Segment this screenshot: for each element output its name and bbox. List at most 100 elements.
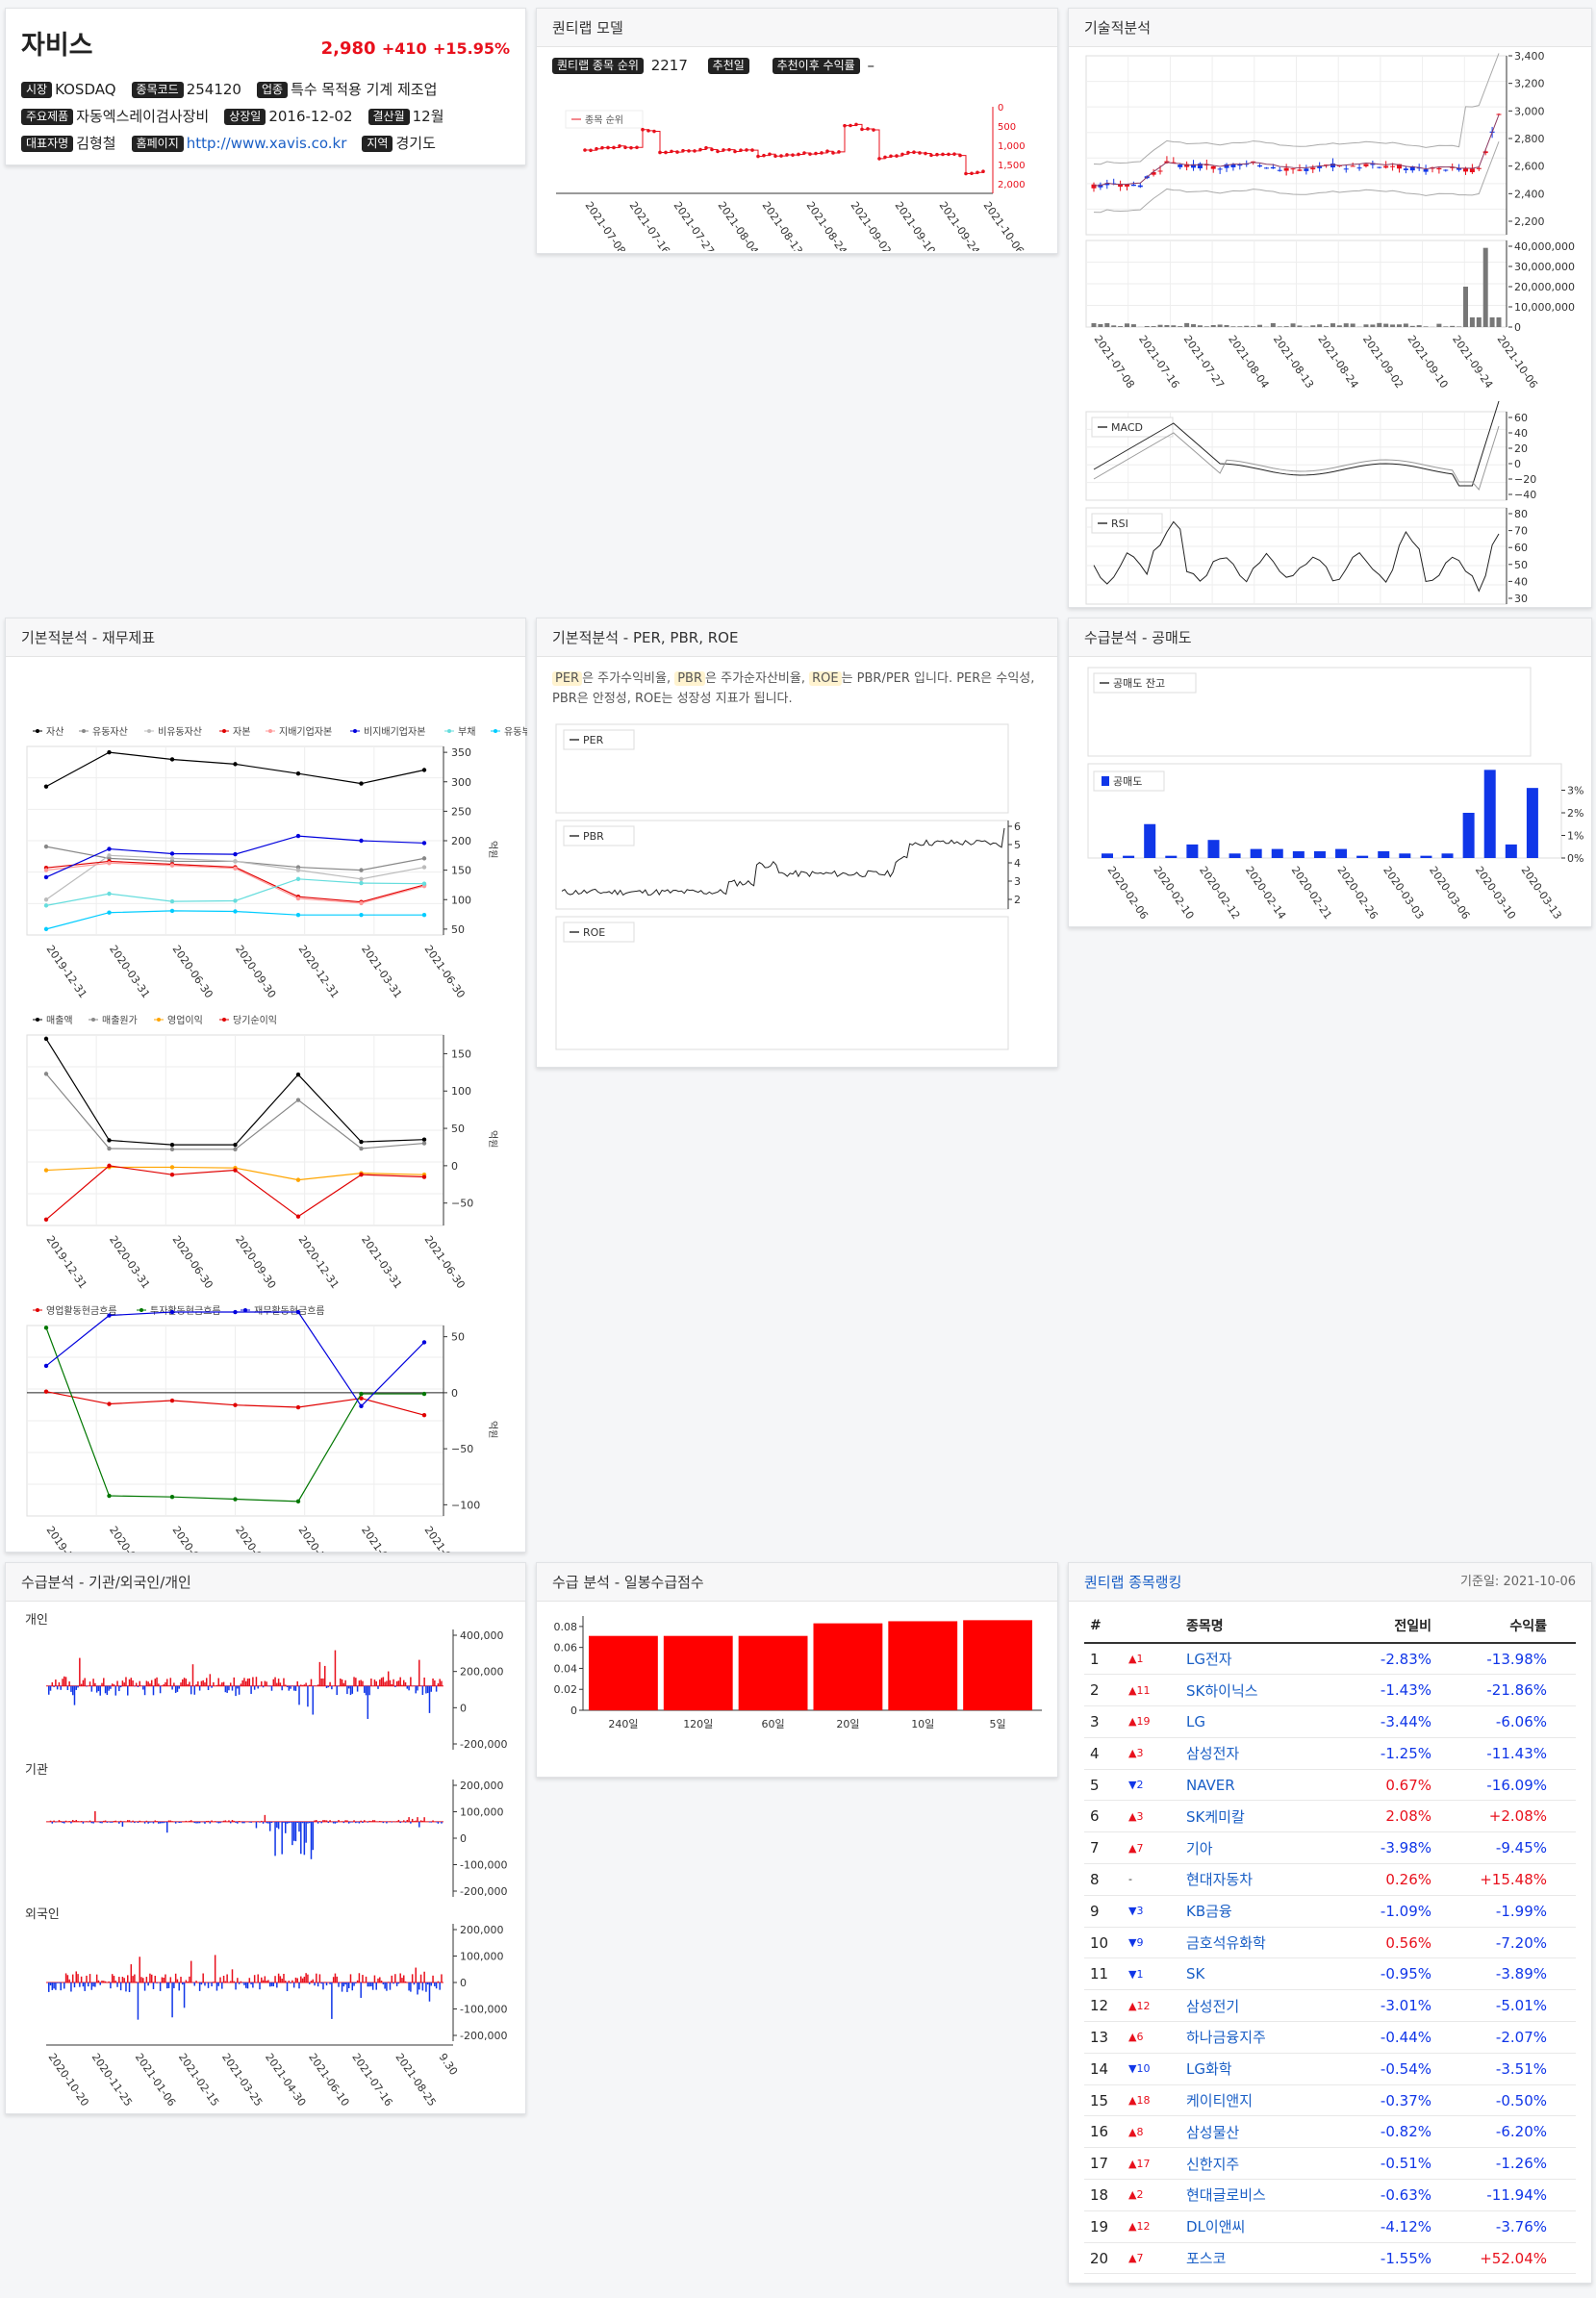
stock-name-link[interactable]: LG	[1180, 1705, 1355, 1738]
volume-bar	[1363, 324, 1369, 327]
stock-name-link[interactable]: LG화학	[1180, 2053, 1355, 2085]
flow-bar	[312, 1821, 315, 1851]
ranking-row[interactable]: 10 ▼9 금호석유화학 0.56% -7.20%	[1084, 1927, 1576, 1959]
flow-bar	[84, 1678, 86, 1686]
candle-body	[1137, 185, 1143, 188]
x-tick-label: 2021-09-10	[1405, 333, 1450, 391]
flow-bar	[417, 1982, 418, 1995]
flow-bar	[430, 1982, 433, 1986]
flow-bar	[143, 1685, 146, 1696]
flow-bar	[209, 1821, 212, 1824]
desc-text-1: 은 주가수익비율,	[582, 671, 675, 686]
stock-name-link[interactable]: SK	[1180, 1957, 1355, 1991]
flow-bar	[423, 1971, 425, 1982]
stock-name-link[interactable]: 하나금융지주	[1180, 2021, 1355, 2054]
rank-number: 1	[1084, 1643, 1123, 1676]
return-value: -11.94%	[1460, 2179, 1576, 2211]
x-tick-label: 5일	[990, 1717, 1006, 1730]
return-value: -6.06%	[1460, 1705, 1576, 1738]
homepage-link[interactable]: http://www.xavis.co.kr	[186, 135, 347, 152]
stock-name-link[interactable]: LG전자	[1180, 1643, 1355, 1676]
legend-label: 매출액	[46, 1015, 73, 1026]
stock-name-link[interactable]: 삼성전기	[1180, 1989, 1355, 2023]
pbr-line	[561, 827, 1005, 896]
volume-bar	[1203, 326, 1209, 327]
legend-marker	[222, 1018, 226, 1022]
flow-bar	[432, 1975, 434, 1982]
stock-name-link[interactable]: 금호석유화학	[1180, 1927, 1355, 1959]
flow-bar	[128, 1982, 131, 1992]
flow-bar	[276, 1821, 278, 1829]
ranking-row[interactable]: 5 ▼2 NAVER 0.67% -16.09%	[1084, 1769, 1576, 1802]
stock-name-link[interactable]: 현대자동차	[1180, 1863, 1355, 1896]
y-tick-label: 50	[451, 1123, 465, 1135]
stock-name-link[interactable]: KB금융	[1180, 1895, 1355, 1928]
x-tick-label: 2020-09-30	[233, 1233, 278, 1291]
stock-name-link[interactable]: NAVER	[1180, 1769, 1355, 1802]
y-tick-label: 0%	[1567, 852, 1583, 865]
x-tick-label: 2020-12-31	[296, 1233, 342, 1291]
stock-name-link[interactable]: 삼성전자	[1180, 1737, 1355, 1770]
ranking-row[interactable]: 4 ▲3 삼성전자 -1.25% -11.43%	[1084, 1737, 1576, 1770]
ranking-row[interactable]: 7 ▲7 기아 -3.98% -9.45%	[1084, 1831, 1576, 1865]
ranking-title[interactable]: 퀀티랩 종목랭킹	[1084, 1574, 1182, 1591]
ranking-row[interactable]: 12 ▲12 삼성전기 -3.01% -5.01%	[1084, 1989, 1576, 2023]
ranking-row[interactable]: 19 ▲12 DL이앤씨 -4.12% -3.76%	[1084, 2210, 1576, 2243]
x-tick-label: 2020-09-30	[233, 943, 278, 1000]
flow-bar	[394, 1974, 396, 1982]
ranking-row[interactable]: 2 ▲11 SK하이닉스 -1.43% -21.86%	[1084, 1674, 1576, 1707]
ranking-row[interactable]: 15 ▲18 케이티앤지 -0.37% -0.50%	[1084, 2084, 1576, 2117]
volume-bar	[1469, 316, 1475, 327]
flow-bar	[80, 1976, 83, 1982]
volume-bar	[1164, 324, 1170, 327]
ranking-row[interactable]: 13 ▲6 하나금융지주 -0.44% -2.07%	[1084, 2021, 1576, 2054]
flow-bar	[63, 1676, 65, 1686]
ranking-row[interactable]: 6 ▲3 SK케미칼 2.08% +2.08%	[1084, 1800, 1576, 1833]
rank-number: 4	[1084, 1737, 1123, 1770]
ranking-row[interactable]: 3 ▲19 LG -3.44% -6.06%	[1084, 1705, 1576, 1738]
ranking-row[interactable]: 1 ▲1 LG전자 -2.83% -13.98%	[1084, 1643, 1576, 1676]
flow-bar	[173, 1982, 175, 1988]
stock-name-link[interactable]: 삼성물산	[1180, 2115, 1355, 2149]
stock-name-link[interactable]: SK케미칼	[1180, 1800, 1355, 1833]
price-value: 2,980	[320, 38, 376, 59]
ranking-row[interactable]: 14 ▼10 LG화학 -0.54% -3.51%	[1084, 2053, 1576, 2085]
ranking-row[interactable]: 9 ▼3 KB금융 -1.09% -1.99%	[1084, 1895, 1576, 1928]
legend-marker	[353, 729, 357, 733]
col-name: 종목명	[1180, 1609, 1355, 1644]
stock-name-link[interactable]: 포스코	[1180, 2242, 1355, 2275]
bollinger-upper	[1093, 53, 1500, 165]
ranking-row[interactable]: 11 ▼1 SK -0.95% -3.89%	[1084, 1957, 1576, 1991]
stock-name-link[interactable]: 현대글로비스	[1180, 2179, 1355, 2211]
flow-bar	[63, 1982, 65, 1989]
flow-bar	[123, 1682, 125, 1686]
stock-name-link[interactable]: 케이티앤지	[1180, 2084, 1355, 2117]
flow-bar	[110, 1821, 112, 1823]
ranking-row[interactable]: 20 ▲7 포스코 -1.55% +52.04%	[1084, 2242, 1576, 2275]
stock-name-link[interactable]: DL이앤씨	[1180, 2210, 1355, 2243]
flow-bar	[270, 1821, 273, 1824]
flow-bar	[367, 1821, 369, 1823]
ranking-row[interactable]: 16 ▲8 삼성물산 -0.82% -6.20%	[1084, 2115, 1576, 2149]
flow-bar	[121, 1680, 124, 1686]
score-title: 수급 분석 - 일봉수급점수	[537, 1563, 1057, 1602]
ranking-row[interactable]: 17 ▲17 신한지주 -0.51% -1.26%	[1084, 2147, 1576, 2181]
legend-label: PER	[583, 734, 604, 746]
stock-name-link[interactable]: SK하이닉스	[1180, 1674, 1355, 1707]
short-title: 수급분석 - 공매도	[1069, 619, 1591, 657]
flow-bar	[279, 1976, 282, 1982]
stock-name-link[interactable]: 신한지주	[1180, 2147, 1355, 2181]
volume-bar	[1111, 325, 1117, 327]
flow-bar	[316, 1820, 317, 1822]
ranking-row[interactable]: 8- 현대자동차 0.26% +15.48%	[1084, 1863, 1576, 1896]
flow-bar	[368, 1685, 370, 1696]
flow-bar	[68, 1979, 70, 1982]
flow-bar	[268, 1982, 271, 1987]
candle-body	[1356, 167, 1362, 169]
flow-bar	[161, 1821, 164, 1824]
flow-bar	[89, 1820, 91, 1822]
stock-name-link[interactable]: 기아	[1180, 1831, 1355, 1865]
flow-bar	[308, 1684, 311, 1686]
ranking-row[interactable]: 18 ▲2 현대글로비스 -0.63% -11.94%	[1084, 2179, 1576, 2211]
flow-bar	[226, 1685, 228, 1693]
